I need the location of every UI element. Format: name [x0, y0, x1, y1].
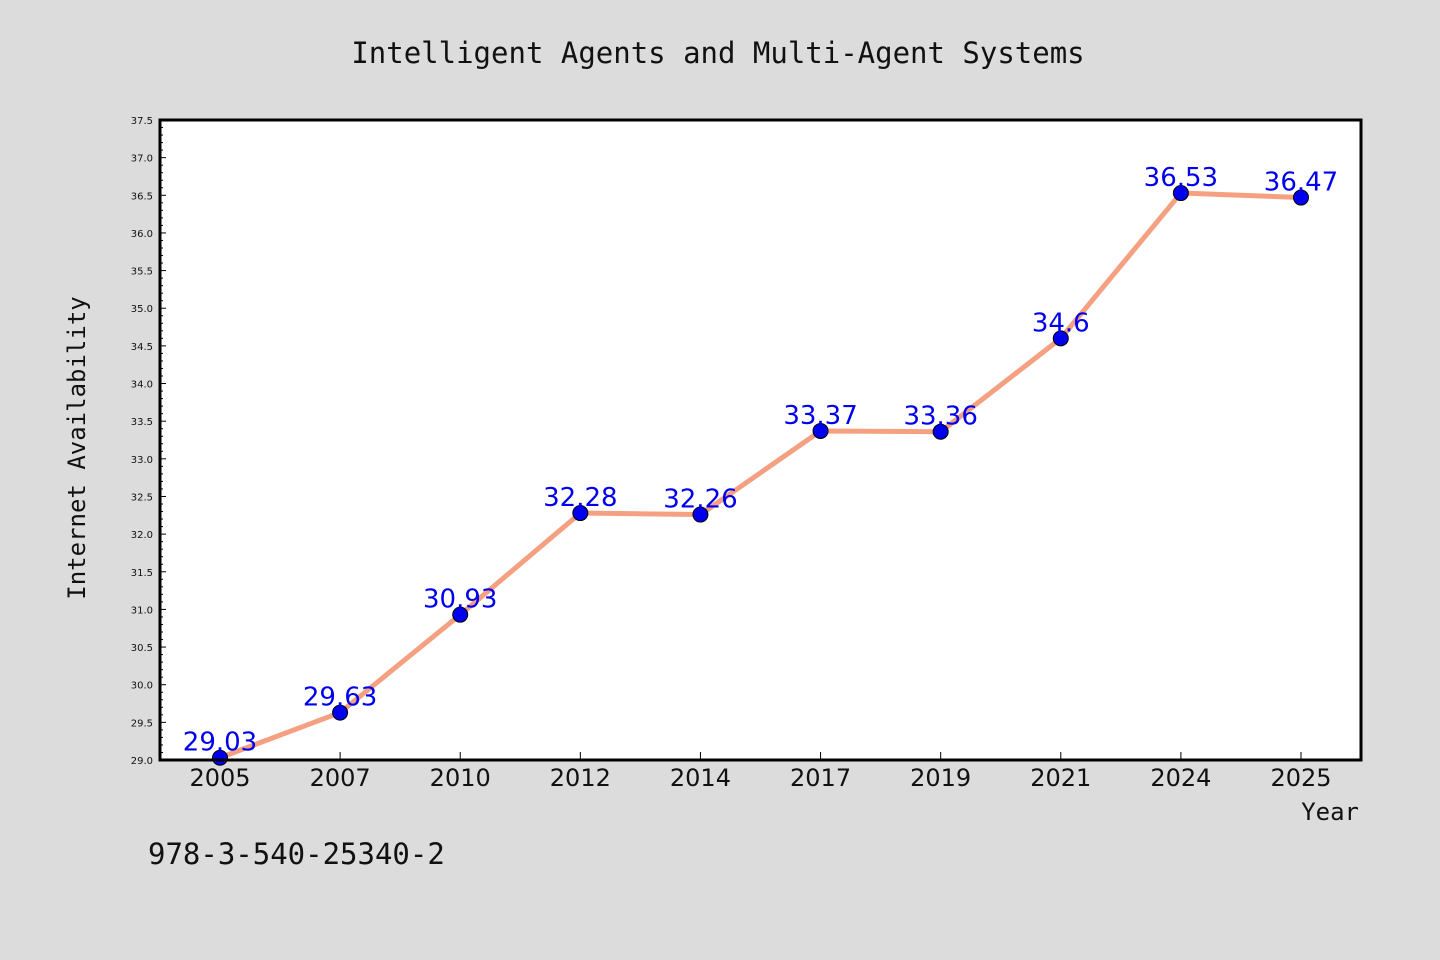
x-tick-label: 2012	[550, 764, 611, 792]
chart-title: Intelligent Agents and Multi-Agent Syste…	[351, 36, 1084, 70]
y-axis-label: Internet Availability	[63, 296, 91, 599]
series-layer	[219, 190, 1302, 761]
y-tick-label: 33.5	[131, 417, 153, 428]
data-point	[812, 422, 829, 439]
x-tick-label: 2025	[1270, 764, 1331, 792]
data-point	[1172, 185, 1189, 202]
data-point	[932, 423, 949, 440]
data-labels-layer: 29.03 29.63 30.93 32.28 32.26 33.37 33.36 34.6 3…	[183, 163, 1338, 758]
y-tick-label: 29.5	[131, 718, 153, 729]
y-tick-label: 37.0	[131, 154, 153, 165]
y-tick-label: 34.5	[131, 342, 153, 353]
data-label: 29.03	[183, 728, 257, 758]
y-tick-label: 32.0	[131, 530, 153, 541]
data-label: 32.26	[663, 485, 737, 515]
x-tick-label: 2019	[910, 764, 971, 792]
y-tick-label: 34.0	[131, 380, 153, 391]
data-label: 36.53	[1144, 163, 1218, 193]
markers-layer	[212, 185, 1309, 766]
x-axis-ticks: 2005 2007 2010 2012 2014 2017 2019 2021 2024 2025	[189, 752, 1332, 792]
y-tick-label: 29.0	[131, 756, 153, 767]
data-label: 30.93	[423, 585, 497, 615]
data-point	[1293, 189, 1309, 206]
plot-frame	[158, 118, 1363, 762]
data-point	[1052, 330, 1069, 347]
data-label: 36.47	[1264, 168, 1338, 198]
x-tick-label: 2010	[430, 764, 491, 792]
data-label: 33.37	[783, 401, 857, 431]
data-point	[332, 704, 349, 721]
data-label: 32.28	[543, 483, 617, 513]
data-point	[452, 606, 469, 623]
y-tick-label: 32.5	[131, 492, 153, 503]
x-tick-label: 2005	[189, 764, 250, 792]
x-tick-label: 2024	[1150, 764, 1211, 792]
y-tick-label: 31.0	[131, 605, 153, 616]
y-tick-label: 35.5	[131, 267, 153, 278]
data-label: 34.6	[1032, 308, 1090, 338]
data-point	[692, 506, 709, 523]
y-tick-label: 31.5	[131, 568, 153, 579]
data-point	[572, 505, 589, 522]
x-tick-label: 2021	[1030, 764, 1091, 792]
plot-area	[160, 120, 1361, 760]
y-tick-label: 36.5	[131, 191, 153, 202]
x-tick-label: 2007	[310, 764, 371, 792]
isbn-annotation: 978-3-540-25340-2	[148, 837, 445, 871]
y-tick-label: 36.0	[131, 229, 153, 240]
x-axis-label: Year	[1301, 798, 1359, 826]
x-tick-label: 2017	[790, 764, 851, 792]
data-label: 33.36	[903, 402, 977, 432]
series-line	[219, 190, 1302, 761]
y-tick-label: 33.0	[131, 455, 153, 466]
x-tick-label: 2014	[670, 764, 731, 792]
data-label: 29.63	[303, 683, 377, 713]
y-tick-label: 37.5	[131, 116, 153, 127]
y-tick-label: 30.5	[131, 643, 153, 654]
y-tick-label: 30.0	[131, 681, 153, 692]
y-tick-label: 35.0	[131, 304, 153, 315]
